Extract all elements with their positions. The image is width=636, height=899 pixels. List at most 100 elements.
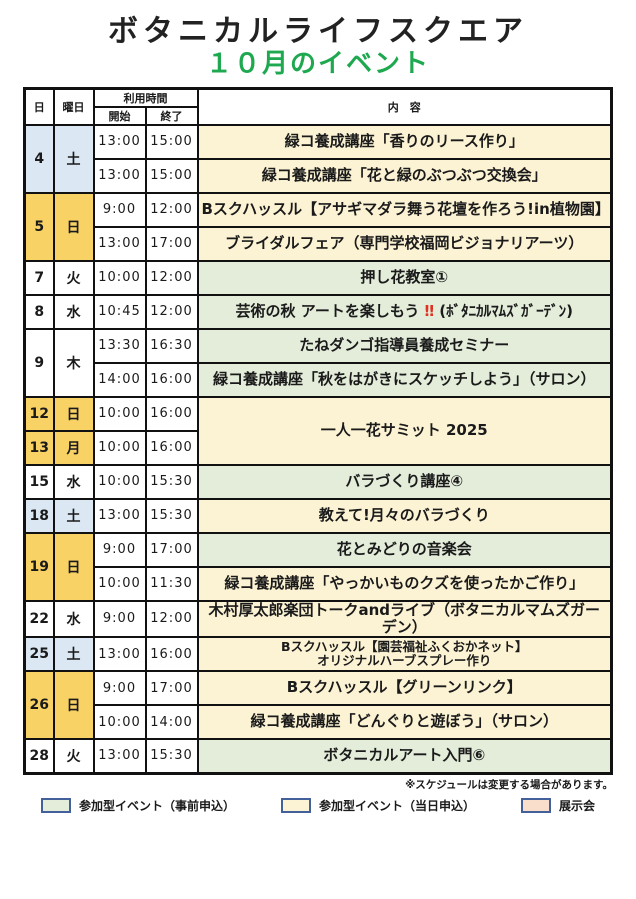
start-time-cell: 13:30 bbox=[92, 327, 147, 364]
weekday-cell: 水 bbox=[52, 293, 95, 330]
start-time-cell: 14:00 bbox=[92, 361, 147, 398]
start-time-cell: 9:00 bbox=[92, 670, 147, 707]
end-time-cell: 15:00 bbox=[144, 123, 199, 160]
day-cell: 22 bbox=[23, 599, 55, 639]
legend-label: 展示会 bbox=[559, 798, 596, 813]
event-content-cell: 木村厚太郎楽団トークandライブ（ボタニカルマムズガーデン） bbox=[196, 599, 613, 639]
table-row: 26 日 9:00 17:00 Bスクハッスル【グリーンリンク】 bbox=[23, 670, 613, 741]
col-header-weekday: 曜日 bbox=[52, 87, 95, 126]
table-row: 5 日 9:00 12:00 Bスクハッスル【アサギマダラ舞う花壇を作ろう!in… bbox=[23, 191, 613, 262]
event-content-cell: バラづくり講座④ bbox=[196, 463, 613, 500]
day-cell: 28 bbox=[23, 738, 55, 775]
event-content-cell: 緑コ養成講座「秋をはがきにスケッチしよう」（サロン） bbox=[196, 361, 613, 398]
table-row: 13:00 15:00 緑コ養成講座「花と緑のぶつぶつ交換会」 bbox=[25, 157, 613, 194]
event-content-cell: 押し花教室① bbox=[196, 259, 613, 296]
legend-label: 参加型イベント（当日申込） bbox=[318, 798, 475, 813]
end-time-cell: 17:00 bbox=[144, 670, 199, 707]
start-time-cell: 10:00 bbox=[92, 259, 147, 296]
table-row: 10:00 11:30 緑コ養成講座「やっかいものクズを使ったかご作り」 bbox=[25, 565, 613, 602]
legend-item-advance: 参加型イベント（事前申込） bbox=[40, 797, 235, 814]
weekday-cell: 土 bbox=[52, 497, 95, 534]
event-content-cell: 緑コ養成講座「やっかいものクズを使ったかご作り」 bbox=[196, 565, 613, 602]
end-time-cell: 15:30 bbox=[144, 738, 199, 775]
weekday-cell: 日 bbox=[52, 191, 95, 262]
start-time-cell: 10:00 bbox=[92, 429, 147, 466]
day-cell: 5 bbox=[23, 191, 55, 262]
weekday-cell: 月 bbox=[52, 429, 95, 466]
table-row: 8 水 10:45 12:00 芸術の秋 アートを楽しもう ‼ (ﾎﾞﾀﾆｶﾙﾏ… bbox=[23, 293, 613, 330]
legend-item-exhibition: 展示会 bbox=[521, 797, 595, 814]
day-cell: 13 bbox=[23, 429, 55, 466]
end-time-cell: 17:00 bbox=[144, 531, 199, 568]
event-content-cell: 緑コ養成講座「花と緑のぶつぶつ交換会」 bbox=[196, 157, 613, 194]
end-time-cell: 15:30 bbox=[144, 463, 199, 500]
start-time-cell: 13:00 bbox=[92, 497, 147, 534]
day-cell: 18 bbox=[23, 497, 55, 534]
day-cell: 15 bbox=[23, 463, 55, 500]
legend-item-sameday: 参加型イベント（当日申込） bbox=[280, 797, 475, 814]
table-row: 12 日 10:00 16:00 一人一花サミット 2025 bbox=[23, 395, 613, 466]
table-row: 22 水 9:00 12:00 木村厚太郎楽団トークandライブ（ボタニカルマム… bbox=[23, 599, 613, 639]
day-cell: 19 bbox=[23, 531, 55, 602]
event-content-cell: ブライダルフェア（専門学校福岡ビジョナリアーツ） bbox=[196, 225, 613, 262]
table-row: 7 火 10:00 12:00 押し花教室① bbox=[23, 259, 613, 296]
col-header-time-group: 利用時間 bbox=[92, 87, 199, 108]
event-title-text: 芸術の秋 アートを楽しもう bbox=[235, 301, 425, 320]
legend-swatch-advance bbox=[40, 797, 71, 813]
event-title-alert: ‼ bbox=[424, 301, 435, 320]
start-time-cell: 10:00 bbox=[92, 463, 147, 500]
event-content-cell: 緑コ養成講座「香りのリース作り」 bbox=[196, 123, 613, 160]
start-time-cell: 13:00 bbox=[92, 738, 147, 775]
event-content-cell: 緑コ養成講座「どんぐりと遊ぼう」（サロン） bbox=[196, 704, 613, 741]
table-row: 13 月 10:00 16:00 bbox=[23, 429, 612, 466]
start-time-cell: 13:00 bbox=[92, 157, 147, 194]
day-cell: 26 bbox=[23, 670, 55, 741]
page-title: ボタニカルライフスクエア bbox=[108, 14, 528, 49]
col-header-content: 内 容 bbox=[196, 87, 613, 126]
event-content-cell: ボタニカルアート入門⑥ bbox=[196, 738, 613, 775]
end-time-cell: 16:00 bbox=[144, 395, 199, 432]
day-cell: 4 bbox=[23, 123, 55, 194]
legend-swatch-exhibition bbox=[521, 797, 551, 813]
end-time-cell: 14:00 bbox=[144, 704, 199, 741]
event-content-cell: 芸術の秋 アートを楽しもう ‼ (ﾎﾞﾀﾆｶﾙﾏﾑｽﾞｶﾞｰﾃﾞﾝ) bbox=[196, 293, 613, 330]
weekday-cell: 日 bbox=[52, 670, 95, 741]
event-title-text: (ﾎﾞﾀﾆｶﾙﾏﾑｽﾞｶﾞｰﾃﾞﾝ) bbox=[434, 301, 573, 320]
weekday-cell: 土 bbox=[52, 123, 95, 194]
start-time-cell: 10:00 bbox=[92, 565, 147, 602]
end-time-cell: 12:00 bbox=[144, 293, 199, 330]
start-time-cell: 9:00 bbox=[92, 191, 147, 228]
event-content-cell: 花とみどりの音楽会 bbox=[196, 531, 613, 568]
page-subtitle: １０月のイベント bbox=[205, 49, 430, 79]
legend-label: 参加型イベント（事前申込） bbox=[78, 798, 235, 813]
legend: 参加型イベント（事前申込） 参加型イベント（当日申込） 展示会 bbox=[23, 797, 613, 814]
end-time-cell: 16:00 bbox=[144, 361, 199, 398]
start-time-cell: 9:00 bbox=[92, 531, 147, 568]
event-content-cell: たねダンゴ指導員養成セミナー bbox=[196, 327, 613, 364]
schedule-change-note: ※スケジュールは変更する場合があります。 bbox=[405, 778, 613, 791]
table-row: 25 土 13:00 16:00 Bスクハッスル【園芸福祉ふくおかネット】 オリ… bbox=[23, 636, 613, 673]
schedule-poster: ボタニカルライフスクエア １０月のイベント 日 曜日 利用時間 内 容 開始 終… bbox=[23, 14, 613, 814]
event-content-cell: 教えて!月々のバラづくり bbox=[196, 497, 613, 534]
table-row: 14:00 16:00 緑コ養成講座「秋をはがきにスケッチしよう」（サロン） bbox=[25, 361, 613, 398]
event-title-line2: オリジナルハーブスプレー作り bbox=[317, 653, 492, 669]
end-time-cell: 11:30 bbox=[144, 565, 199, 602]
table-row: 19 日 9:00 17:00 花とみどりの音楽会 bbox=[23, 531, 613, 602]
start-time-cell: 13:00 bbox=[92, 123, 147, 160]
table-header: 日 曜日 利用時間 内 容 開始 終了 bbox=[23, 87, 613, 126]
table-row: 13:00 17:00 ブライダルフェア（専門学校福岡ビジョナリアーツ） bbox=[25, 225, 613, 262]
start-time-cell: 10:45 bbox=[92, 293, 147, 330]
event-content-cell: Bスクハッスル【グリーンリンク】 bbox=[196, 670, 613, 707]
start-time-cell: 13:00 bbox=[92, 225, 147, 262]
table-row: 4 土 13:00 15:00 緑コ養成講座「香りのリース作り」 bbox=[23, 123, 613, 194]
start-time-cell: 9:00 bbox=[92, 599, 147, 639]
start-time-cell: 13:00 bbox=[92, 636, 147, 673]
event-content-cell: Bスクハッスル【アサギマダラ舞う花壇を作ろう!in植物園】 bbox=[196, 191, 613, 228]
col-header-end: 終了 bbox=[144, 105, 199, 126]
end-time-cell: 15:30 bbox=[144, 497, 199, 534]
legend-swatch-sameday bbox=[280, 797, 311, 813]
event-content-cell: 一人一花サミット 2025 bbox=[196, 395, 613, 466]
weekday-cell: 日 bbox=[52, 531, 95, 602]
weekday-cell: 火 bbox=[52, 738, 95, 775]
weekday-cell: 土 bbox=[52, 636, 95, 673]
